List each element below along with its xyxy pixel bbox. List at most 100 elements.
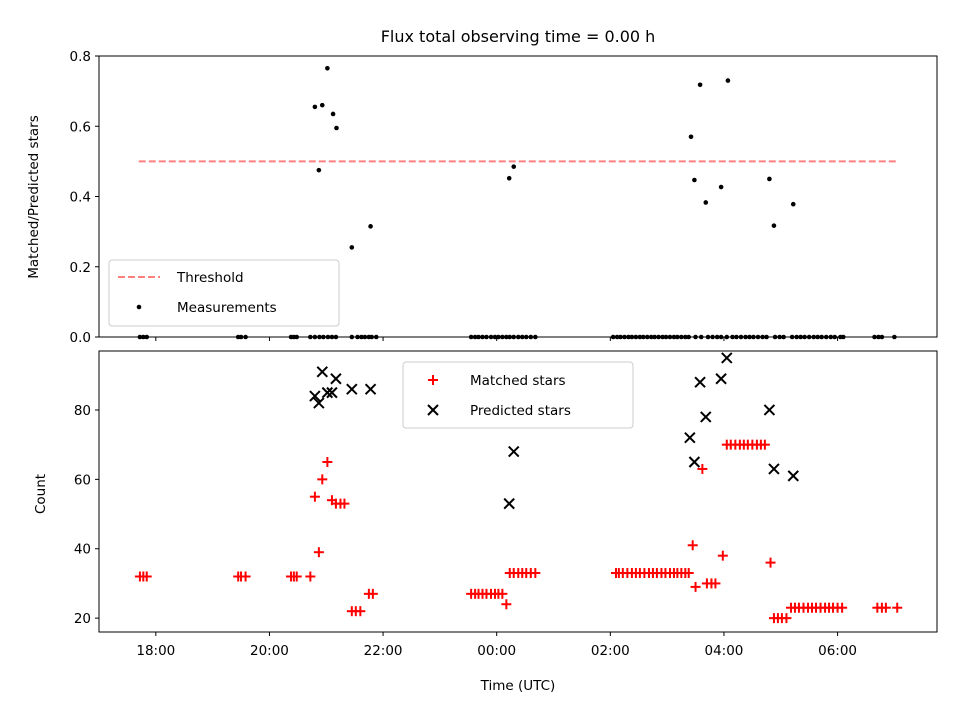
top-legend: Threshold Measurements: [108, 259, 340, 327]
measurement-point: [876, 334, 881, 340]
bottom-ytick-label: 20: [74, 611, 91, 627]
matched-point: [690, 581, 701, 592]
cross-b: [309, 390, 321, 402]
measurement-point: [730, 334, 735, 340]
matched-point: [355, 606, 366, 617]
measurement-point: [533, 334, 538, 340]
measurement-point: [777, 334, 782, 340]
measurement-point: [767, 176, 772, 182]
matched-point: [367, 588, 378, 599]
bottom-legend-box: [402, 361, 634, 429]
matched-point: [428, 375, 438, 385]
measurement-point: [771, 223, 777, 228]
measurement-point: [660, 334, 665, 340]
matched-point: [837, 602, 848, 613]
predicted-point: [309, 390, 321, 402]
measurement-point: [892, 334, 897, 340]
measurement-point: [317, 334, 322, 340]
bottom-legend: Matched stars Predicted stars: [402, 361, 634, 429]
predicted-point: [694, 376, 706, 388]
predicted-point: [787, 470, 799, 482]
measurement-point: [760, 334, 765, 340]
matched-point: [313, 547, 324, 558]
measurement-point: [496, 334, 501, 340]
measurement-point: [329, 334, 335, 340]
measurement-point: [614, 334, 620, 340]
matched-point: [880, 602, 891, 613]
measurement-point: [238, 334, 244, 340]
matched-point: [497, 588, 508, 599]
top-legend-box: [108, 259, 340, 327]
cross-b: [721, 352, 733, 364]
matched-point: [697, 463, 708, 474]
measurement-point: [648, 334, 654, 340]
matched-point: [317, 474, 328, 485]
predicted-point: [721, 352, 733, 364]
cross-b: [326, 386, 338, 399]
measurement-point: [828, 334, 834, 340]
matched-point: [322, 457, 333, 468]
matched-point: [501, 599, 512, 610]
measurement-point: [144, 334, 150, 340]
legend-threshold-label: Threshold: [176, 270, 244, 286]
measurement-point: [480, 334, 485, 340]
matched-point: [309, 491, 320, 502]
matched-point: [781, 613, 792, 624]
matched-point: [240, 571, 251, 582]
predicted-point: [700, 411, 712, 423]
measurement-point: [772, 334, 778, 340]
measurement-point: [633, 334, 639, 340]
bottom-ytick-label: 60: [74, 472, 91, 488]
measurement-point: [507, 334, 513, 340]
top-ytick-label: 0.2: [70, 260, 91, 276]
measurement-point: [692, 177, 697, 183]
measurement-point: [492, 334, 498, 340]
bottom-xtick-label: 06:00: [818, 643, 857, 659]
measurement-point: [714, 334, 720, 340]
bottom-ytick-label: 80: [74, 403, 91, 419]
measurement-point: [724, 334, 730, 340]
predicted-point: [330, 373, 342, 385]
measurement-point: [368, 224, 373, 229]
measurement-point: [879, 334, 885, 340]
measurement-point: [506, 175, 512, 181]
measurement-point: [141, 334, 146, 340]
predicted-point: [321, 386, 334, 399]
cross-b: [346, 383, 358, 395]
cross-b: [715, 373, 727, 385]
measurement-point: [515, 334, 521, 340]
measurement-point: [355, 334, 360, 340]
measurement-point: [319, 102, 325, 108]
measurement-point: [697, 82, 703, 88]
measurement-point: [330, 111, 336, 117]
cross-b: [364, 383, 377, 395]
cross-b: [313, 397, 325, 409]
predicted-point: [316, 366, 328, 378]
measurement-point: [528, 334, 534, 340]
measurement-point: [243, 334, 248, 340]
bottom-ytick-label: 40: [74, 542, 91, 558]
chart-title: Flux total observing time = 0.00 h: [381, 27, 656, 46]
measurement-point: [872, 334, 877, 340]
cross-b: [427, 404, 439, 416]
measurement-point: [683, 334, 688, 340]
matched-point: [291, 571, 302, 582]
measurement-point: [468, 334, 474, 340]
legend-measurements-swatch: [136, 304, 142, 310]
measurement-point: [359, 334, 364, 340]
measurement-point: [316, 167, 322, 173]
cross-b: [684, 432, 696, 444]
cross-b: [503, 497, 515, 510]
matched-point: [717, 550, 728, 561]
top-ytick-label: 0.4: [70, 190, 91, 206]
cross-b: [763, 404, 776, 416]
measurement-point: [806, 334, 812, 340]
measurement-point: [472, 334, 478, 340]
measurement-point: [781, 334, 786, 340]
matched-point: [141, 571, 152, 582]
legend-matched-label: Matched stars: [470, 373, 566, 389]
measurement-point: [626, 334, 631, 340]
measurement-point: [755, 334, 761, 340]
measurement-point: [686, 334, 692, 340]
